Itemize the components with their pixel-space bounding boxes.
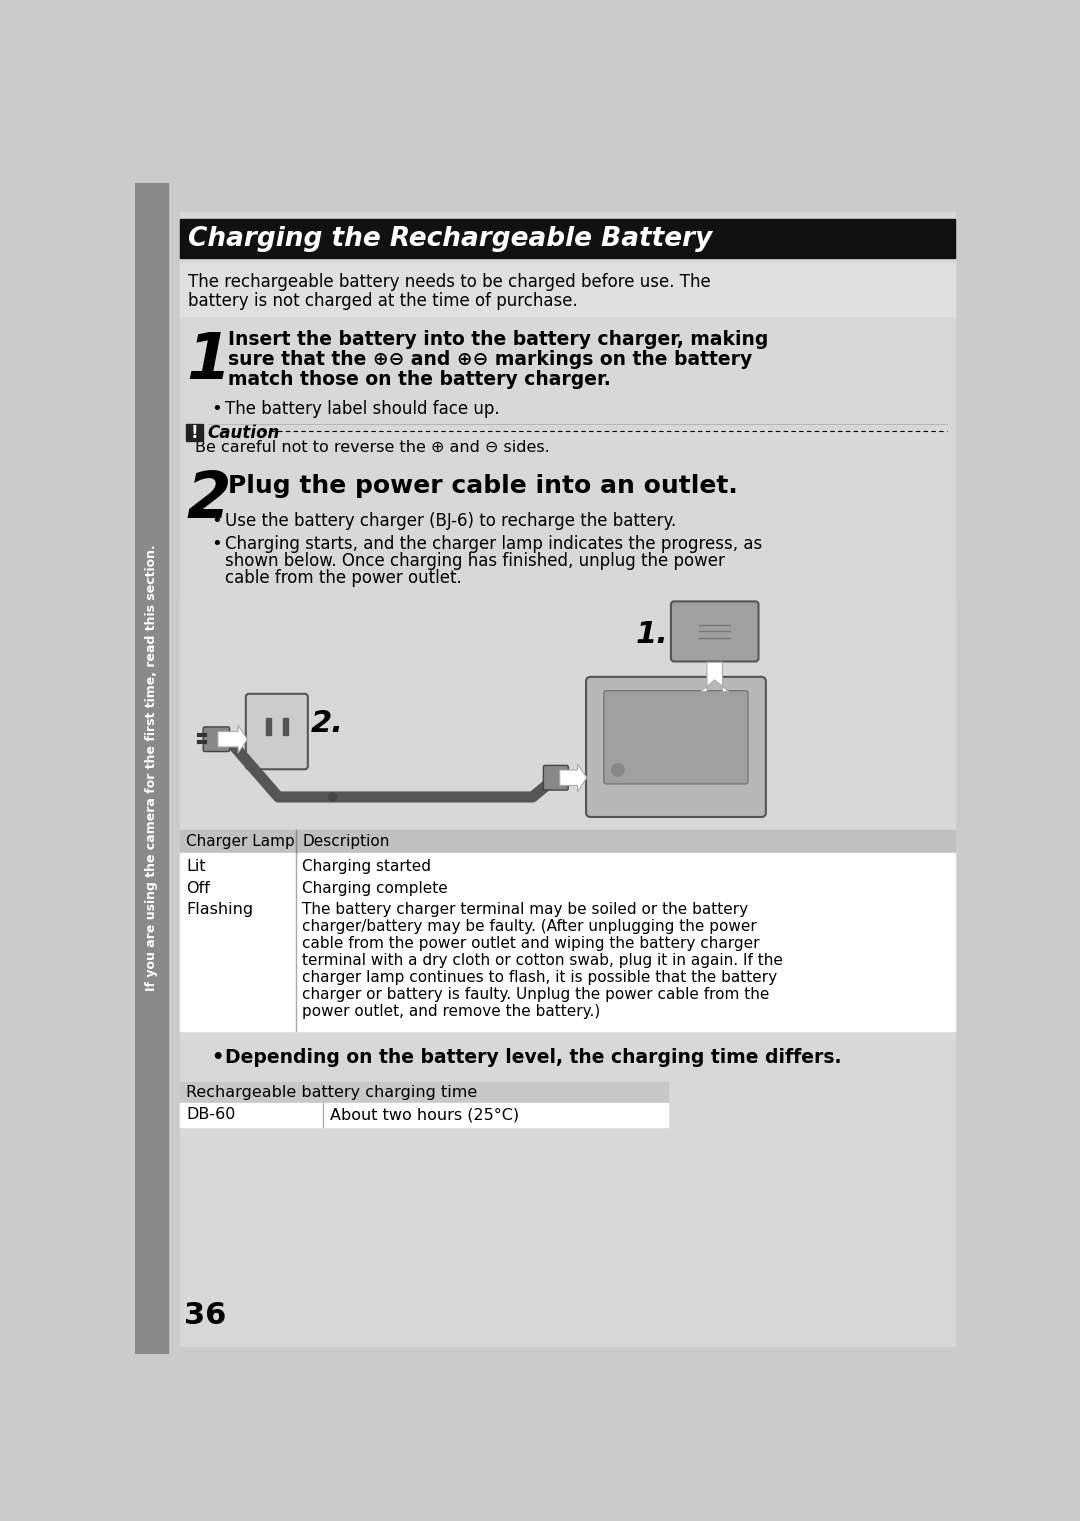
Text: Caution: Caution — [207, 424, 280, 443]
Bar — [180, 1081, 669, 1103]
Bar — [180, 875, 955, 896]
Bar — [135, 183, 167, 1354]
Text: •: • — [211, 535, 221, 554]
FancyBboxPatch shape — [203, 727, 230, 751]
Text: DB-60: DB-60 — [186, 1107, 235, 1122]
Text: charger/battery may be faulty. (After unplugging the power: charger/battery may be faulty. (After un… — [302, 919, 757, 934]
Text: Off: Off — [186, 881, 210, 896]
Polygon shape — [701, 662, 729, 692]
Text: Flashing: Flashing — [186, 902, 254, 917]
Text: Use the battery charger (BJ-6) to recharge the battery.: Use the battery charger (BJ-6) to rechar… — [225, 513, 676, 531]
Bar — [180, 896, 955, 1031]
Text: The battery charger terminal may be soiled or the battery: The battery charger terminal may be soil… — [302, 902, 748, 917]
Text: battery is not charged at the time of purchase.: battery is not charged at the time of pu… — [188, 292, 578, 310]
Text: Depending on the battery level, the charging time differs.: Depending on the battery level, the char… — [225, 1048, 841, 1068]
FancyBboxPatch shape — [246, 694, 308, 770]
Text: 1.: 1. — [635, 621, 669, 649]
Text: power outlet, and remove the battery.): power outlet, and remove the battery.) — [302, 1004, 600, 1019]
Text: •: • — [211, 1048, 224, 1068]
Text: Charging started: Charging started — [302, 859, 431, 875]
Circle shape — [328, 792, 337, 802]
FancyBboxPatch shape — [586, 677, 766, 817]
FancyBboxPatch shape — [604, 691, 748, 783]
Polygon shape — [559, 764, 586, 791]
Text: 2.: 2. — [311, 709, 343, 738]
Text: The battery label should face up.: The battery label should face up. — [225, 400, 500, 418]
Text: Description: Description — [302, 834, 390, 849]
Text: 1: 1 — [186, 330, 231, 392]
Text: •: • — [211, 400, 221, 418]
Text: shown below. Once charging has finished, unplug the power: shown below. Once charging has finished,… — [225, 552, 725, 570]
Bar — [180, 830, 955, 853]
FancyBboxPatch shape — [543, 765, 568, 789]
Text: Charging the Rechargeable Battery: Charging the Rechargeable Battery — [188, 225, 712, 252]
Text: !: ! — [191, 424, 199, 441]
Text: Insert the battery into the battery charger, making: Insert the battery into the battery char… — [228, 330, 768, 350]
Text: 36: 36 — [184, 1300, 226, 1329]
Text: 2: 2 — [186, 468, 231, 531]
Text: cable from the power outlet.: cable from the power outlet. — [225, 569, 461, 587]
Text: Lit: Lit — [186, 859, 206, 875]
Text: terminal with a dry cloth or cotton swab, plug it in again. If the: terminal with a dry cloth or cotton swab… — [302, 954, 783, 969]
Text: cable from the power outlet and wiping the battery charger: cable from the power outlet and wiping t… — [302, 937, 760, 951]
Bar — [283, 718, 288, 735]
Bar — [186, 424, 203, 441]
Bar — [180, 1103, 669, 1127]
Text: •: • — [211, 513, 221, 531]
Bar — [180, 596, 955, 824]
Text: If you are using the camera for the first time, read this section.: If you are using the camera for the firs… — [145, 545, 158, 992]
Text: Be careful not to reverse the ⊕ and ⊖ sides.: Be careful not to reverse the ⊕ and ⊖ si… — [195, 440, 550, 455]
FancyBboxPatch shape — [671, 601, 758, 662]
Text: Plug the power cable into an outlet.: Plug the power cable into an outlet. — [228, 473, 738, 497]
Text: Charging complete: Charging complete — [302, 881, 448, 896]
Text: Charger Lamp: Charger Lamp — [186, 834, 295, 849]
Text: The rechargeable battery needs to be charged before use. The: The rechargeable battery needs to be cha… — [188, 274, 711, 292]
Polygon shape — [218, 726, 247, 753]
Text: sure that the ⊕⊖ and ⊕⊖ markings on the battery: sure that the ⊕⊖ and ⊕⊖ markings on the … — [228, 350, 753, 370]
Text: Charging starts, and the charger lamp indicates the progress, as: Charging starts, and the charger lamp in… — [225, 535, 762, 554]
Bar — [180, 263, 955, 316]
Text: match those on the battery charger.: match those on the battery charger. — [228, 371, 611, 389]
Bar — [266, 718, 271, 735]
Circle shape — [611, 764, 624, 776]
Bar — [180, 853, 955, 875]
Text: About two hours (25°C): About two hours (25°C) — [329, 1107, 518, 1122]
Text: Rechargeable battery charging time: Rechargeable battery charging time — [186, 1084, 477, 1100]
Text: charger lamp continues to flash, it is possible that the battery: charger lamp continues to flash, it is p… — [302, 970, 778, 986]
Bar — [180, 219, 955, 259]
Text: charger or battery is faulty. Unplug the power cable from the: charger or battery is faulty. Unplug the… — [302, 987, 770, 1002]
